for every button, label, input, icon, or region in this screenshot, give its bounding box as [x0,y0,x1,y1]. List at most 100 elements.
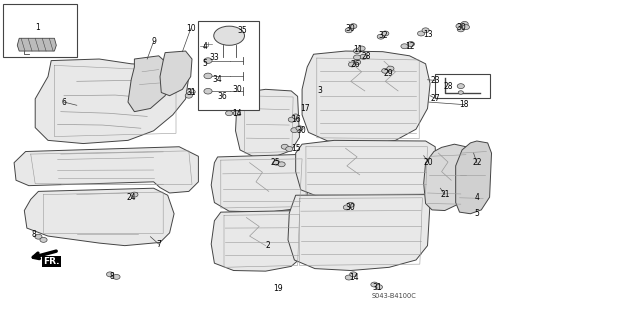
Ellipse shape [458,91,463,94]
Polygon shape [35,59,189,144]
Ellipse shape [35,234,42,239]
Ellipse shape [113,274,120,279]
Ellipse shape [345,28,353,33]
Ellipse shape [281,144,289,149]
Text: S043-B4100C: S043-B4100C [371,293,416,299]
Ellipse shape [381,31,389,36]
Ellipse shape [345,275,353,280]
Ellipse shape [204,73,212,79]
Ellipse shape [353,48,361,54]
Polygon shape [160,51,192,96]
Ellipse shape [288,117,296,122]
Text: 16: 16 [291,115,301,124]
Ellipse shape [375,285,383,290]
Ellipse shape [225,111,233,116]
Text: 14: 14 [232,109,242,118]
Ellipse shape [233,111,241,116]
Ellipse shape [360,54,367,59]
Ellipse shape [347,202,355,207]
Polygon shape [236,89,300,157]
Polygon shape [296,140,436,200]
Text: 28: 28 [362,52,371,61]
Ellipse shape [457,84,465,89]
Text: 8: 8 [109,272,115,281]
Text: 8: 8 [31,230,36,239]
Ellipse shape [204,58,212,63]
Text: 35: 35 [237,26,247,35]
Text: 30: 30 [456,23,466,32]
Ellipse shape [353,60,361,65]
Bar [435,74,490,98]
Ellipse shape [456,24,463,29]
Ellipse shape [358,46,365,51]
Text: 22: 22 [472,158,481,167]
Ellipse shape [185,93,193,98]
Ellipse shape [349,24,357,29]
Text: 32: 32 [378,31,388,40]
Polygon shape [424,144,470,211]
Text: 10: 10 [186,24,196,33]
Text: FR.: FR. [43,257,60,266]
Text: 18: 18 [460,100,468,109]
Bar [198,21,259,110]
Text: 24: 24 [126,193,136,202]
Ellipse shape [285,146,293,152]
Text: 21: 21 [440,190,449,199]
Ellipse shape [417,31,425,36]
Ellipse shape [387,66,394,71]
Ellipse shape [348,62,356,67]
Text: 26: 26 [350,60,360,69]
Ellipse shape [186,89,195,95]
Text: 30: 30 [346,203,356,212]
Ellipse shape [422,28,429,33]
Polygon shape [211,211,306,271]
Polygon shape [288,195,430,271]
Ellipse shape [349,272,357,277]
Text: 25: 25 [270,158,280,167]
Ellipse shape [131,192,138,197]
Ellipse shape [227,87,234,92]
Ellipse shape [381,68,389,73]
Text: 14: 14 [349,273,359,282]
Text: 4: 4 [202,42,207,51]
Ellipse shape [199,43,208,49]
Ellipse shape [296,126,303,131]
Text: 15: 15 [291,144,301,153]
Ellipse shape [106,272,114,277]
Ellipse shape [401,44,408,49]
Text: 23: 23 [430,76,440,85]
Text: 11: 11 [354,45,363,54]
Ellipse shape [461,21,468,26]
Ellipse shape [214,26,244,45]
Text: 9: 9 [151,37,156,46]
Text: 17: 17 [300,104,310,113]
Polygon shape [17,38,56,51]
Ellipse shape [377,34,385,39]
Text: 5: 5 [474,209,479,218]
Text: 1: 1 [35,23,40,32]
Text: 5: 5 [202,59,207,68]
Text: 27: 27 [430,94,440,103]
Text: 29: 29 [383,69,394,78]
Text: 34: 34 [212,75,223,84]
Ellipse shape [371,282,378,287]
Polygon shape [128,56,172,112]
Ellipse shape [204,41,212,47]
Text: 20: 20 [424,158,434,167]
Text: 4: 4 [474,193,479,202]
Polygon shape [302,51,430,144]
Bar [3,4,77,57]
Ellipse shape [291,128,298,133]
Text: 13: 13 [422,30,433,39]
Polygon shape [14,147,198,193]
Text: 30: 30 [296,126,306,135]
Text: 28: 28 [444,82,452,91]
Ellipse shape [353,55,361,60]
Text: 6: 6 [61,98,67,107]
Text: 2: 2 [265,241,270,250]
Text: 30: 30 [232,85,242,94]
Ellipse shape [457,27,465,32]
Text: 33: 33 [209,53,220,62]
Ellipse shape [40,237,47,242]
Text: 7: 7 [156,240,161,249]
